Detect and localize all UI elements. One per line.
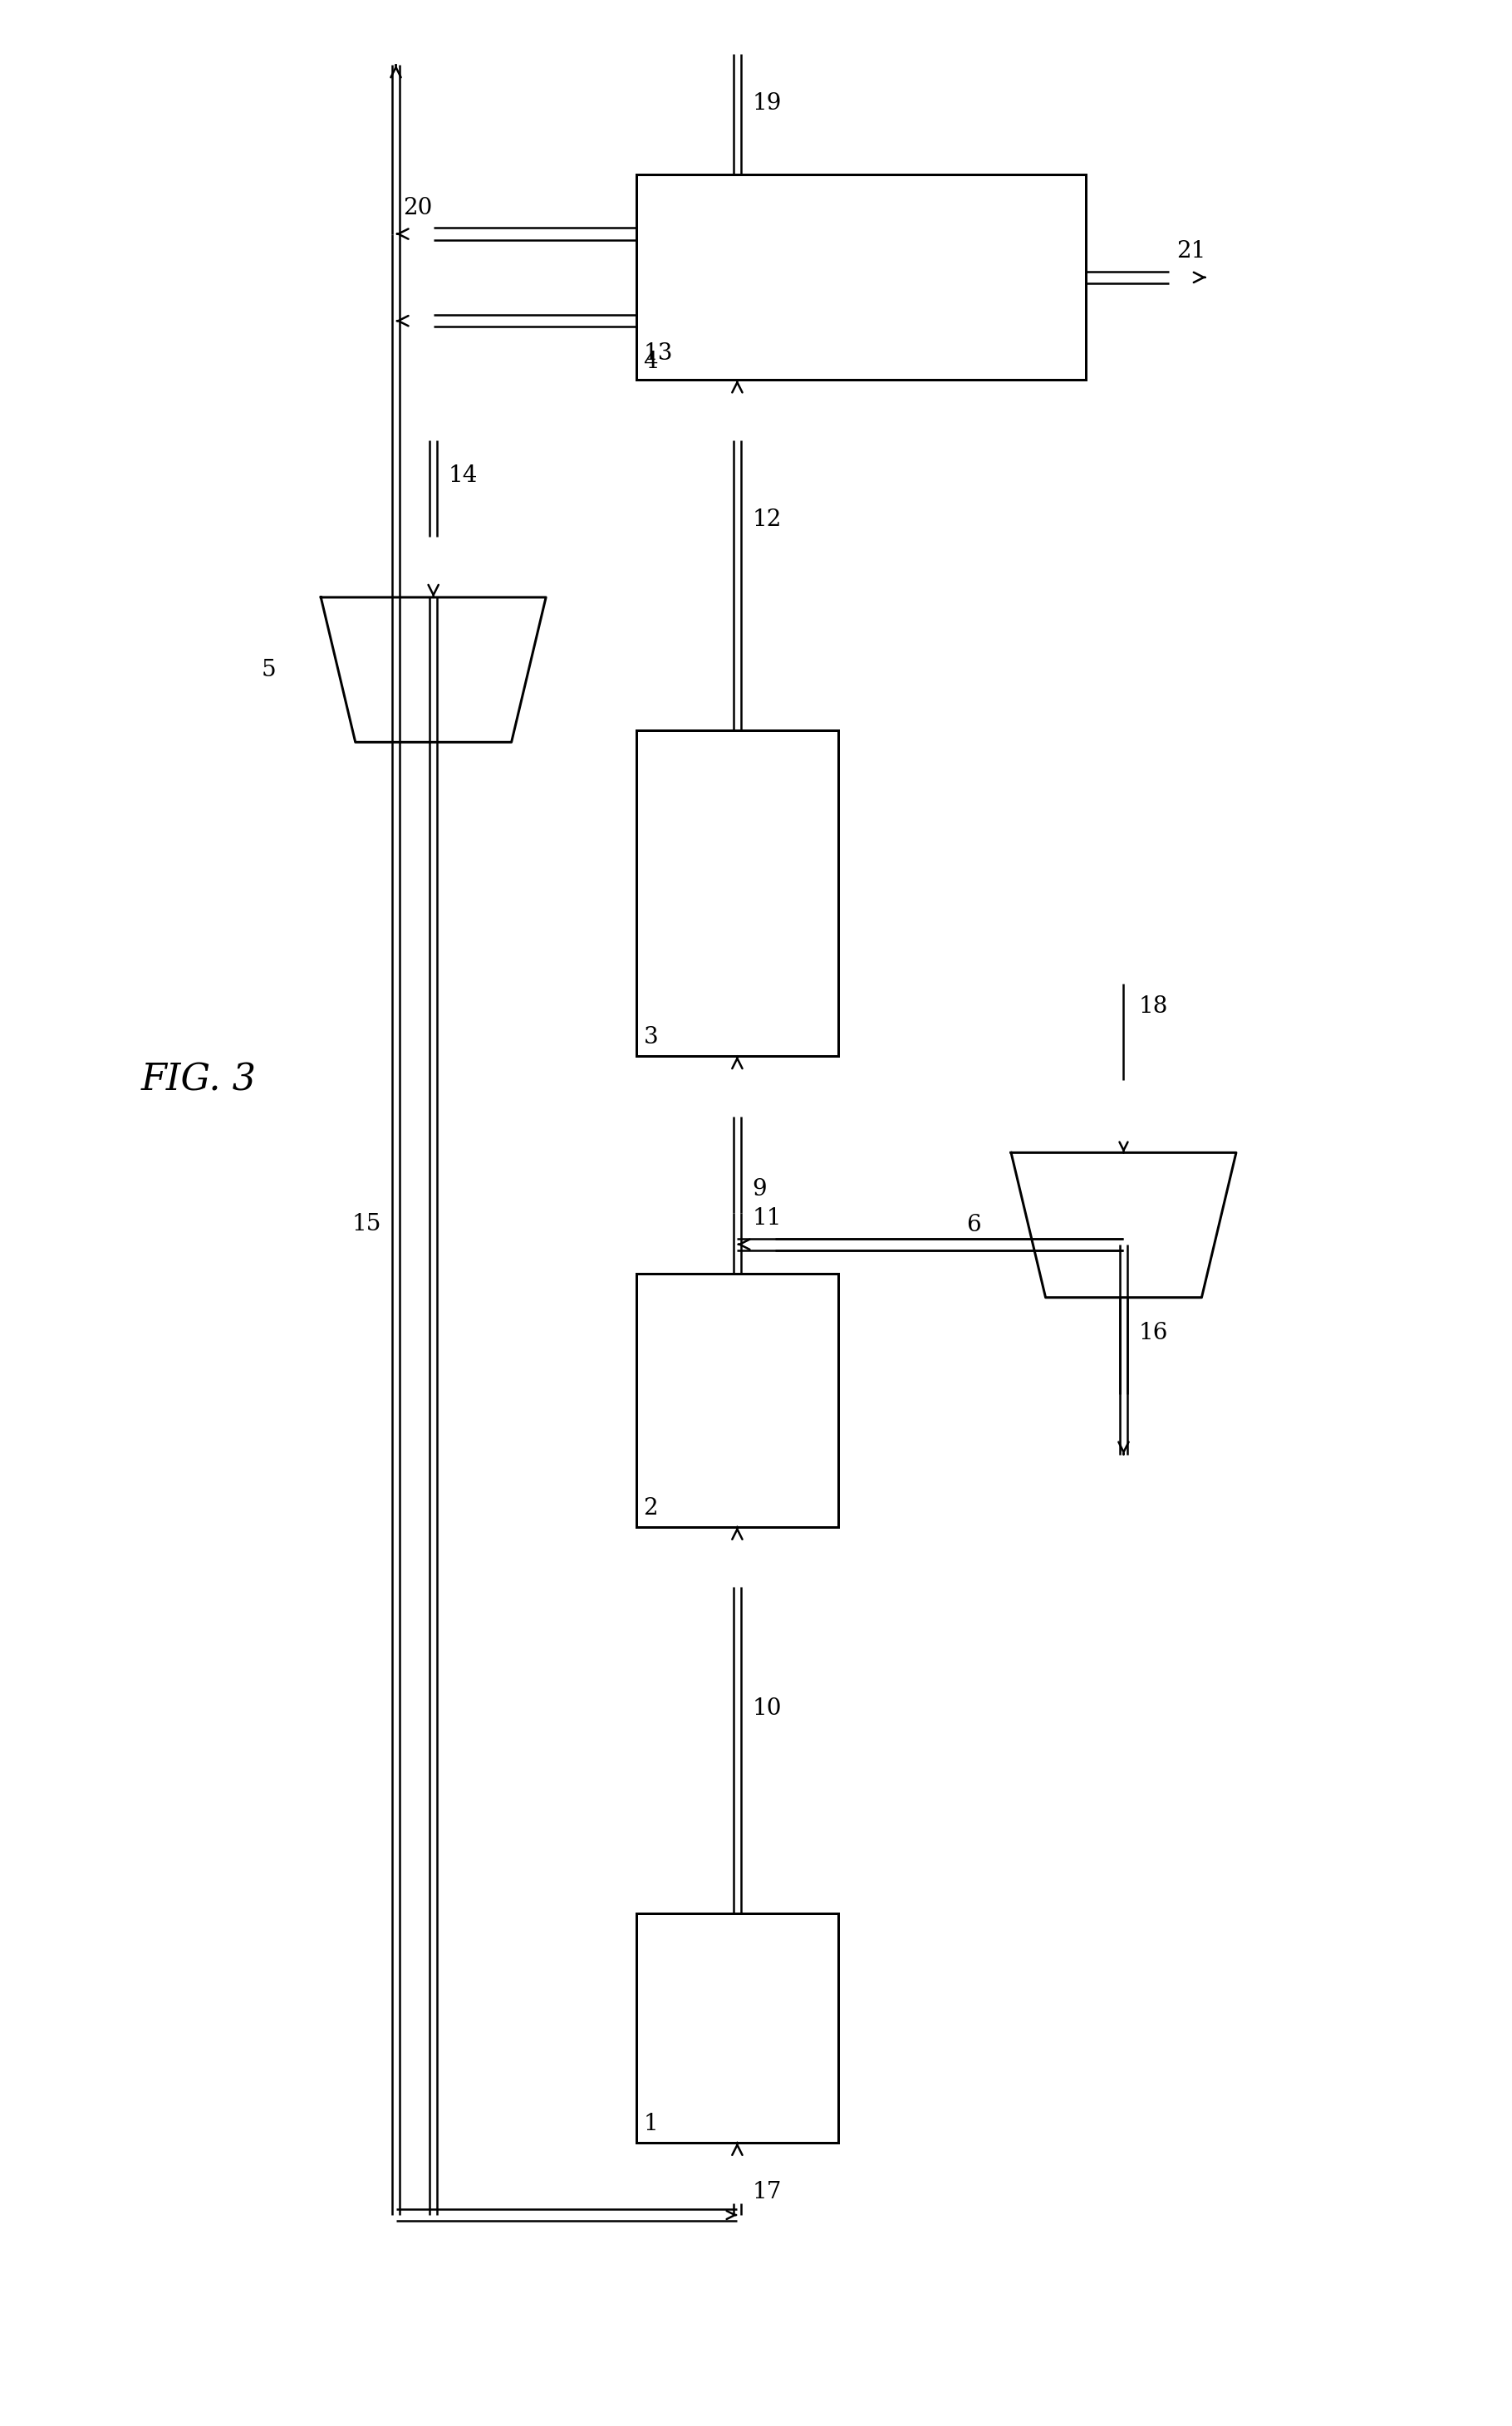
Polygon shape	[1012, 1152, 1237, 1298]
Text: 5: 5	[262, 657, 275, 682]
Text: 19: 19	[753, 92, 782, 114]
Text: 4: 4	[644, 349, 658, 374]
Bar	[637, 1274, 839, 1526]
Text: 14: 14	[449, 463, 478, 488]
Text: 9: 9	[753, 1179, 767, 1201]
Text: 6: 6	[966, 1213, 981, 1237]
Text: FIG. 3: FIG. 3	[141, 1063, 257, 1099]
Bar	[637, 175, 1086, 381]
Text: 13: 13	[644, 342, 673, 364]
Text: 3: 3	[644, 1026, 658, 1048]
Text: 21: 21	[1176, 240, 1205, 262]
Polygon shape	[321, 597, 546, 742]
Text: 12: 12	[753, 509, 782, 531]
Text: 17: 17	[753, 2181, 782, 2203]
Text: 2: 2	[644, 1497, 658, 1519]
Text: 15: 15	[351, 1213, 381, 1235]
Bar	[637, 1914, 839, 2142]
Text: 20: 20	[404, 197, 432, 218]
Text: 16: 16	[1139, 1322, 1167, 1344]
Text: 18: 18	[1139, 995, 1167, 1019]
Text: 11: 11	[753, 1208, 782, 1230]
Text: 10: 10	[753, 1698, 782, 1720]
Text: 1: 1	[644, 2113, 658, 2135]
Bar	[637, 730, 839, 1055]
